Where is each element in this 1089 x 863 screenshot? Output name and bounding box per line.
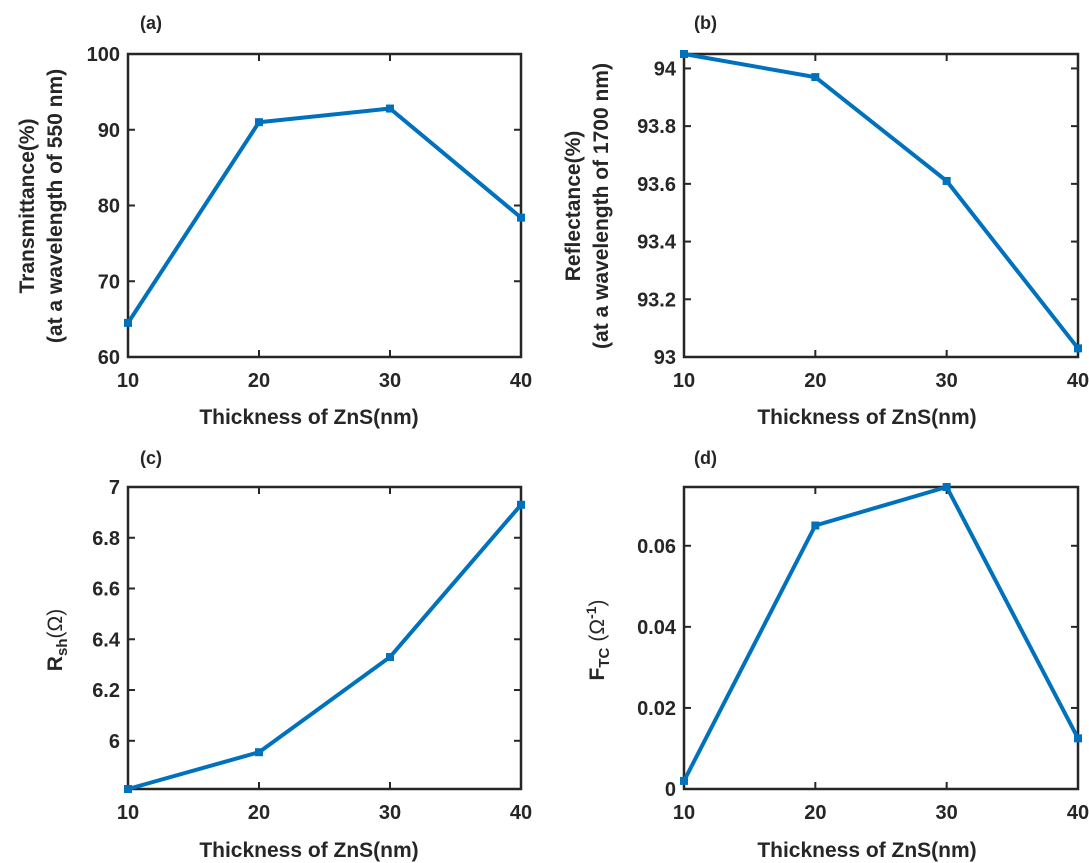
data-point [124, 318, 132, 327]
y-axis-label-unit-open: (Ω [586, 619, 609, 642]
x-axis-label: Thickness of ZnS(nm) [199, 839, 418, 862]
data-point [386, 653, 394, 662]
y-tick-label: 93.2 [637, 289, 676, 311]
data-point [124, 785, 132, 793]
y-tick-label: 100 [87, 44, 120, 66]
x-tick-label: 40 [510, 802, 532, 824]
y-axis-label-line-2: (at a wavelength of 1700 nm) [590, 63, 613, 349]
y-tick-label: 0 [665, 779, 676, 801]
x-tick-label: 20 [248, 370, 270, 392]
x-tick-label: 10 [117, 370, 139, 392]
data-point [517, 213, 525, 222]
y-tick-label: 94 [654, 58, 677, 80]
data-point [680, 776, 688, 785]
x-tick-label: 10 [673, 370, 695, 392]
panel-c: (c) Thickness of ZnS(nm) Rsh(Ω) 10 20 30 40… [44, 448, 532, 862]
panel-label: (d) [694, 448, 717, 468]
y-tick-label: 0.06 [637, 536, 676, 558]
data-point [680, 50, 688, 58]
data-point [1074, 734, 1082, 743]
x-tick-label: 40 [510, 370, 532, 392]
y-tick-label: 93.6 [637, 174, 676, 196]
x-axis-label: Thickness of ZnS(nm) [757, 839, 976, 862]
x-tick-label: 30 [379, 370, 401, 392]
x-tick-label: 30 [379, 802, 401, 824]
data-point [255, 118, 263, 127]
x-tick-label: 20 [248, 802, 270, 824]
series-line [126, 106, 523, 324]
y-tick-label: 6 [109, 731, 120, 753]
x-tick-label: 20 [804, 370, 826, 392]
data-point [386, 104, 394, 113]
y-tick-label: 6.4 [92, 629, 121, 651]
x-axis-label: Thickness of ZnS(nm) [757, 406, 976, 429]
x-tick-label: 30 [936, 802, 958, 824]
y-tick-label: 0.04 [637, 617, 677, 639]
plot-frame [126, 485, 523, 791]
x-tick-label: 40 [1067, 802, 1089, 824]
y-axis-label-subscript: TC [596, 648, 613, 668]
panel-label: (b) [694, 13, 717, 33]
plot-frame [126, 52, 523, 359]
y-tick-label: 6.8 [92, 528, 120, 550]
x-tick-label: 40 [1067, 370, 1089, 392]
y-tick-label: 7 [109, 477, 120, 499]
y-tick-label: 90 [98, 120, 120, 142]
data-point [942, 176, 951, 185]
y-tick-label: 93.8 [637, 116, 676, 138]
panel-a: (a) Thickness of ZnS(nm) Transmittance(%… [16, 13, 532, 429]
plot-frame [682, 485, 1080, 791]
y-axis-label-line-2: (at a wavelength of 550 nm) [44, 69, 67, 343]
data-point [811, 73, 820, 82]
y-axis-label: Rsh(Ω) [44, 609, 71, 671]
y-axis-label-main: R [44, 656, 67, 671]
y-axis-label: FTC (Ω-1) [583, 600, 613, 681]
series-line [127, 503, 523, 791]
data-point [517, 500, 525, 509]
y-axis-label-subscript: sh [54, 639, 71, 657]
panel-b: (b) Thickness of ZnS(nm) Reflectance(%) … [562, 13, 1089, 429]
y-tick-label: 60 [98, 347, 120, 369]
x-axis-label: Thickness of ZnS(nm) [199, 406, 418, 429]
y-tick-label: 6.2 [92, 680, 120, 702]
data-point [255, 748, 263, 757]
series-line [683, 52, 1080, 350]
y-axis-label-unit-close: ) [586, 600, 609, 607]
y-tick-label: 70 [98, 271, 120, 293]
x-tick-label: 20 [804, 802, 826, 824]
y-axis-label-line-1: Transmittance(%) [16, 118, 39, 293]
data-point [811, 521, 820, 530]
y-axis-label-main: F [586, 667, 609, 680]
panel-label: (c) [140, 448, 162, 468]
y-axis-label-superscript: -1 [583, 606, 599, 619]
plot-frame [682, 52, 1080, 359]
data-point [1074, 344, 1082, 353]
y-tick-label: 93.4 [637, 232, 677, 254]
y-axis-label-line-1: Reflectance(%) [562, 131, 585, 282]
y-axis-label-unit: (Ω) [44, 609, 67, 639]
x-tick-label: 10 [673, 802, 695, 824]
y-tick-label: 0.02 [637, 698, 676, 720]
panel-d: (d) Thickness of ZnS(nm) FTC (Ω-1) 10 20 30… [583, 448, 1089, 862]
x-tick-label: 30 [936, 370, 958, 392]
y-tick-label: 93 [654, 347, 676, 369]
panel-label: (a) [140, 13, 162, 33]
x-tick-label: 10 [117, 802, 139, 824]
y-tick-label: 80 [98, 196, 120, 218]
series-line [682, 485, 1080, 782]
data-point [942, 483, 951, 491]
y-tick-label: 6.6 [92, 579, 120, 601]
